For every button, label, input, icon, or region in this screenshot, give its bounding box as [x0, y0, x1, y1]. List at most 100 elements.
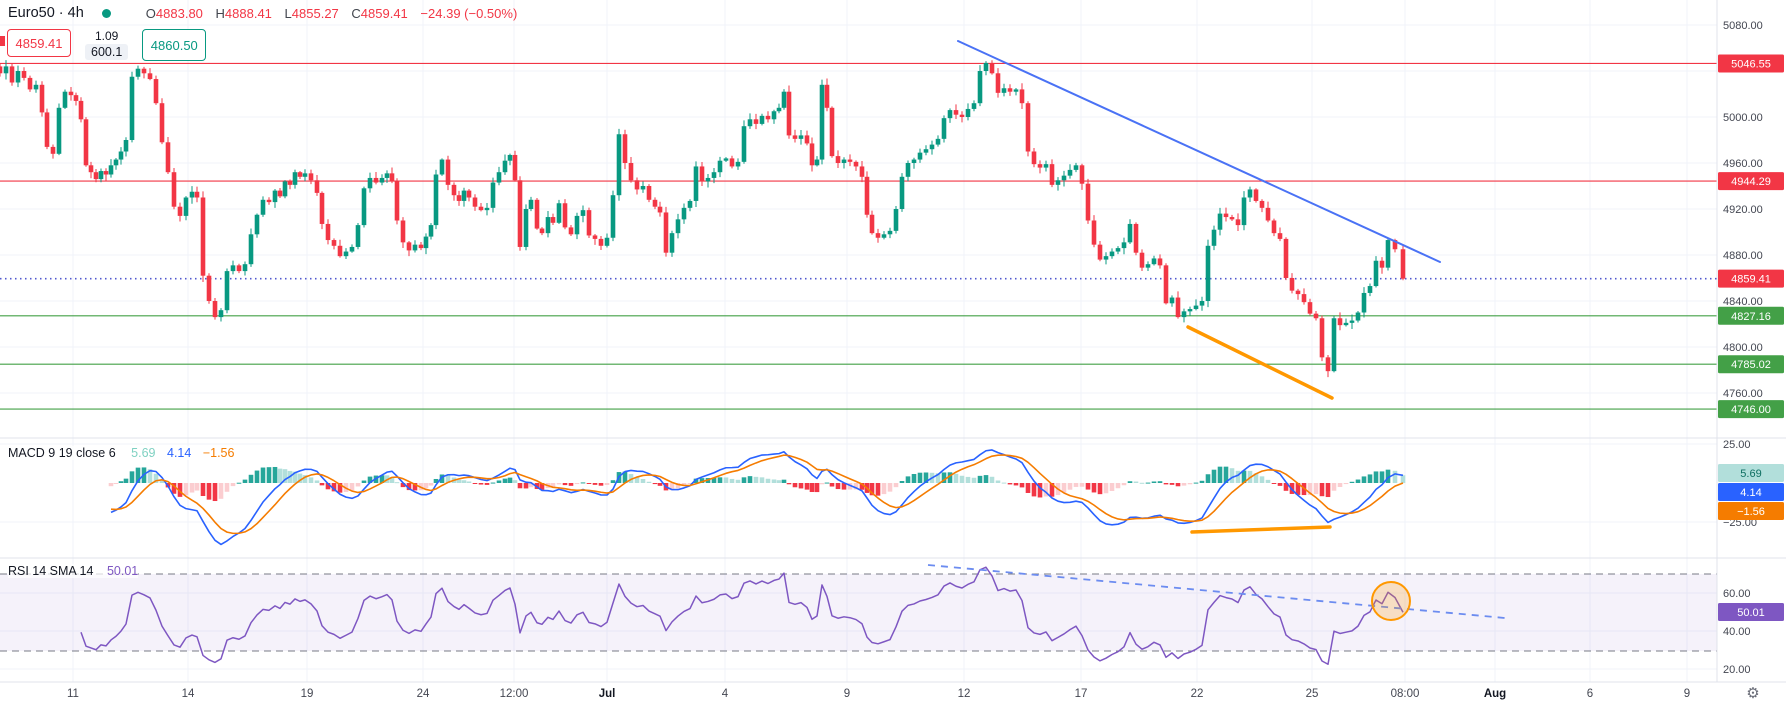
- macd-signal-line: [110, 454, 1404, 535]
- macd-histogram-bar: [735, 479, 741, 483]
- time-axis-label[interactable]: 19: [301, 688, 314, 700]
- candle-body: [1301, 294, 1307, 303]
- price-trendline-blue[interactable]: [957, 40, 1441, 263]
- macd-histogram-bar: [847, 483, 853, 490]
- candle-body: [798, 135, 804, 139]
- time-axis-label[interactable]: 17: [1075, 688, 1088, 700]
- candle-body: [1163, 265, 1169, 304]
- candle-body: [153, 79, 159, 104]
- time-axis-label[interactable]: 24: [417, 688, 430, 700]
- time-axis-label[interactable]: Aug: [1484, 688, 1506, 700]
- candle-body: [461, 190, 467, 201]
- price-trendline-orange[interactable]: [1186, 325, 1334, 400]
- candle-body: [337, 245, 343, 257]
- time-axis-label[interactable]: 12: [958, 688, 971, 700]
- time-axis-label[interactable]: 08:00: [1391, 688, 1420, 700]
- candle-body: [224, 271, 230, 311]
- candle-body: [1223, 213, 1229, 218]
- candle-body: [292, 172, 298, 185]
- candle-body: [562, 203, 568, 228]
- time-axis-label[interactable]: 9: [844, 688, 850, 700]
- macd-histogram-bar: [118, 481, 124, 483]
- time-axis-label[interactable]: 25: [1306, 688, 1319, 700]
- axis-price-badge: [1718, 483, 1784, 501]
- time-axis-label[interactable]: Jul: [599, 688, 616, 700]
- trendline-layer[interactable]: [957, 40, 1441, 400]
- candle-body: [88, 165, 94, 173]
- candle-body: [302, 173, 308, 177]
- time-axis-label[interactable]: 6: [1587, 688, 1593, 700]
- macd-trendline-orange[interactable]: [1190, 525, 1332, 534]
- macd-histogram-bar: [1259, 476, 1265, 483]
- axis-settings-gear-icon[interactable]: ⚙: [1746, 685, 1759, 702]
- symbol-title[interactable]: Euro50 · 4h: [8, 5, 84, 21]
- time-axis-label[interactable]: 14: [182, 688, 195, 700]
- time-axis-label[interactable]: 12:00: [500, 688, 529, 700]
- macd-histogram-bar: [610, 480, 616, 483]
- macd-histogram-bar: [367, 476, 373, 483]
- price-tag-teal[interactable]: 4860.50: [142, 29, 207, 61]
- macd-histogram-bar: [717, 477, 723, 483]
- macd-histogram-bar: [254, 470, 260, 483]
- macd-histogram-bar: [681, 483, 687, 486]
- candle-body: [189, 191, 195, 198]
- time-axis-label[interactable]: 22: [1191, 688, 1204, 700]
- candle-body: [423, 236, 429, 249]
- candle-body: [853, 161, 859, 167]
- macd-histogram-bar: [1385, 469, 1391, 483]
- candle-body: [319, 192, 325, 224]
- macd-histogram-bar: [1217, 466, 1223, 483]
- candle-body: [236, 265, 242, 272]
- candle-body: [103, 171, 109, 175]
- axis-price-label: 5080.00: [1723, 20, 1763, 32]
- candle-body: [27, 77, 33, 90]
- candle-body: [349, 246, 355, 252]
- time-axis[interactable]: 11 14 19 24 12:00 Jul 4 9 12 17 22 25 08:00 Aug 6 9 ⚙: [67, 685, 1760, 702]
- macd-histogram-bar: [1392, 470, 1398, 483]
- macd-histogram-bar: [1145, 482, 1151, 484]
- candle-body: [735, 161, 741, 167]
- candle-body: [50, 146, 56, 154]
- macd-histogram-bar: [319, 483, 325, 486]
- open-label: O: [145, 5, 156, 21]
- macd-title[interactable]: MACD 9 19 close 6: [8, 446, 116, 460]
- price-axis[interactable]: 5080.00 5000.00 4960.00 4920.00 4880.00 4840.…: [1718, 20, 1784, 676]
- rsi-title[interactable]: RSI 14 SMA 14: [8, 564, 94, 578]
- candle-body: [517, 180, 523, 247]
- macd-histogram-bar: [628, 474, 634, 483]
- macd-histogram-bar: [1211, 469, 1217, 483]
- candle-body: [1385, 240, 1391, 268]
- candle-body: [669, 233, 675, 253]
- macd-histogram-bar: [1349, 481, 1355, 483]
- macd-histogram-bar: [819, 483, 825, 485]
- candle-body: [1109, 251, 1115, 257]
- macd-histogram-bar: [212, 483, 218, 502]
- candle-body: [490, 182, 496, 208]
- candle-body: [1217, 213, 1223, 230]
- time-axis-label[interactable]: 11: [67, 688, 79, 700]
- price-tag-red[interactable]: 4859.41: [7, 29, 71, 57]
- macd-histogram-bar: [965, 476, 971, 483]
- time-axis-label[interactable]: 9: [1684, 688, 1690, 700]
- axis-price-badge-text: 4827.16: [1731, 311, 1771, 323]
- macd-histogram-bar: [539, 483, 545, 490]
- macd-histogram-bar: [675, 483, 681, 489]
- candle-body: [373, 177, 379, 183]
- macd-histogram-bar: [528, 483, 534, 488]
- time-axis-label[interactable]: 4: [722, 688, 729, 700]
- candle-body: [1349, 320, 1355, 323]
- macd-histogram-bar: [490, 482, 496, 484]
- candle-body: [331, 240, 337, 246]
- candle-body: [135, 68, 141, 77]
- macd-histogram-bar: [113, 483, 119, 484]
- rsi-highlight-circle[interactable]: [1371, 581, 1411, 621]
- candle-body: [266, 199, 272, 203]
- candle-body: [711, 172, 717, 178]
- axis-price-badge-text: 50.01: [1737, 607, 1765, 619]
- candle-body: [1337, 318, 1343, 326]
- hline-layer[interactable]: [0, 36, 1717, 410]
- candles-layer[interactable]: [0, 60, 1406, 378]
- macd-histogram-bar: [1373, 471, 1379, 483]
